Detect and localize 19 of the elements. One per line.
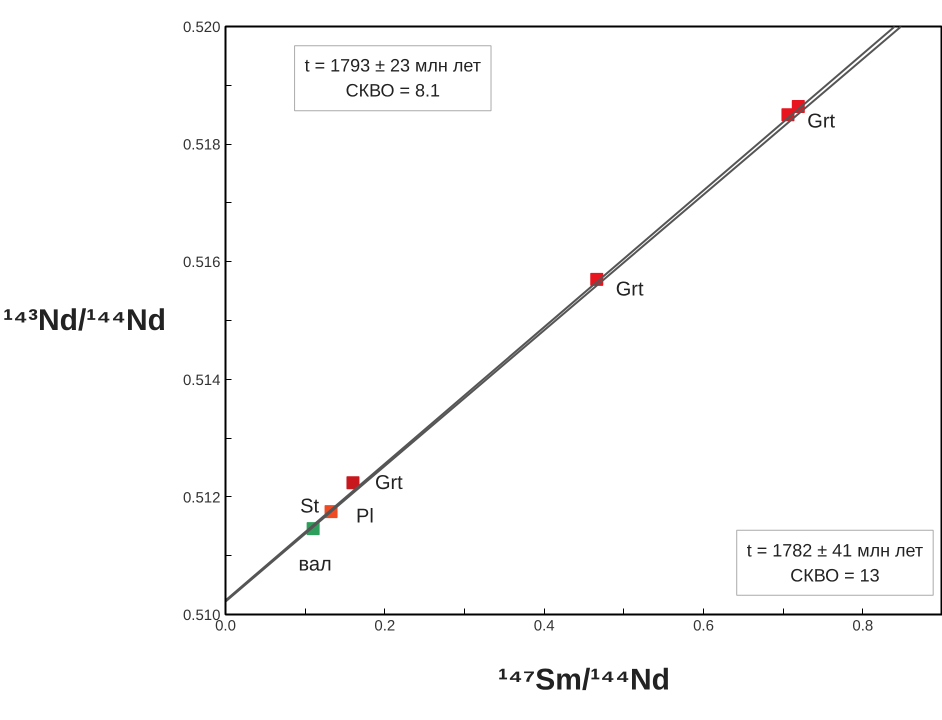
x-tick-label: 0.6 bbox=[693, 618, 714, 634]
x-tick-label: 0.8 bbox=[852, 618, 874, 634]
y-tick-label: 0.518 bbox=[182, 136, 221, 154]
x-axis-title: ¹⁴⁷Sm/¹⁴⁴Nd bbox=[498, 664, 670, 696]
annotation: вал bbox=[298, 554, 332, 576]
y-tick-label: 0.514 bbox=[182, 372, 221, 389]
annotation: t = 1782 ± 41 млн лет СКВО = 13 bbox=[746, 540, 924, 586]
annotation: Pl bbox=[356, 506, 374, 528]
annotation: Grt bbox=[616, 278, 644, 300]
x-tick-label: 0.4 bbox=[534, 618, 555, 634]
y-tick-label: 0.520 bbox=[182, 19, 221, 36]
y-axis-title: ¹⁴³Nd/¹⁴⁴Nd bbox=[3, 304, 166, 337]
annotation: Grt bbox=[374, 472, 404, 494]
y-tick-label: 0.512 bbox=[182, 489, 221, 506]
x-tick-label: 0.2 bbox=[374, 618, 396, 634]
annotation: t = 1793 ± 23 млн лет СКВО = 8.1 bbox=[304, 56, 482, 101]
annotation: St bbox=[300, 496, 320, 518]
annotation: Grt bbox=[807, 110, 836, 132]
y-tick-label: 0.516 bbox=[182, 254, 221, 272]
